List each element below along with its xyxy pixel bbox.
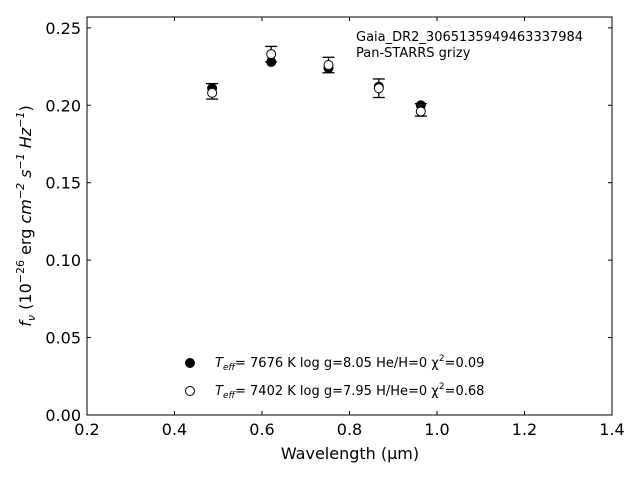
legend-label-filled: Teff= 7676 K log g=8.05 He/H=0 χ2=0.09 — [215, 354, 484, 373]
y-tick-label: 0.05 — [45, 329, 81, 348]
y-axis-label: fν (10−26 erg cm−2 s−1 Hz−1) — [14, 105, 38, 326]
x-tick-label: 0.8 — [337, 420, 362, 439]
y-tick-label: 0.00 — [45, 406, 81, 425]
x-tick-label: 1.4 — [599, 420, 624, 439]
x-tick-label: 0.6 — [249, 420, 274, 439]
legend-marker-open — [185, 386, 195, 396]
x-tick-label: 1.0 — [424, 420, 449, 439]
x-tick-label: 0.4 — [162, 420, 187, 439]
x-axis-label: Wavelength (μm) — [281, 444, 419, 463]
legend-label-open: Teff= 7402 K log g=7.95 H/He=0 χ2=0.68 — [215, 382, 484, 401]
annotation-survey: Pan-STARRS grizy — [356, 46, 471, 61]
model-point-open — [323, 60, 334, 71]
y-tick-label: 0.15 — [45, 174, 81, 193]
x-tick-label: 1.2 — [512, 420, 537, 439]
annotation-object-id: Gaia_DR2_3065135949463337984 — [356, 30, 583, 45]
y-tick-label: 0.10 — [45, 251, 81, 270]
y-tick-label: 0.25 — [45, 19, 81, 38]
model-point-open — [207, 87, 218, 98]
x-tick-label: 0.2 — [74, 420, 99, 439]
model-point-open — [373, 83, 384, 94]
legend: Teff= 7676 K log g=8.05 He/H=0 χ2=0.09 T… — [185, 354, 484, 401]
legend-marker-filled — [185, 358, 195, 368]
plot-area: 0.2 0.4 0.6 0.8 1.0 1.2 1.4 0.00 0.05 0.10 0.15 0.2… — [45, 16, 625, 439]
y-tick-label: 0.20 — [45, 96, 81, 115]
model-point-open — [266, 49, 277, 60]
model-point-open — [415, 106, 426, 117]
